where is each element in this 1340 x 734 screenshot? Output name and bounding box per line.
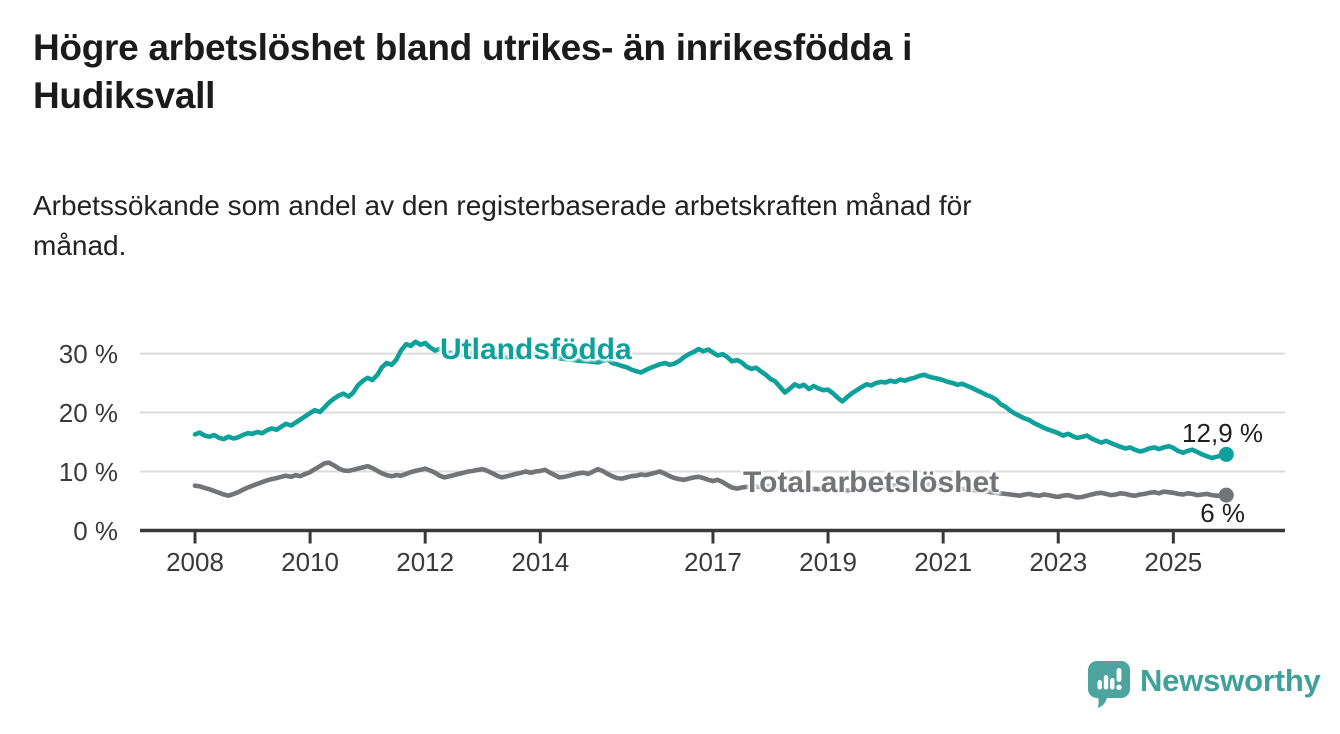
x-tick-label-2010: 2010: [281, 547, 340, 577]
end-value-label-utlandsfodda: 12,9 %: [1182, 418, 1263, 448]
x-tick-label-2025: 2025: [1144, 547, 1203, 577]
newsworthy-speech-bubble-bar-chart-icon: [1088, 661, 1130, 708]
end-value-label-total: 6 %: [1200, 498, 1245, 528]
x-tick-label-2023: 2023: [1029, 547, 1088, 577]
end-dot-utlandsfodda: [1218, 446, 1234, 462]
x-tick-label-2019: 2019: [799, 547, 857, 577]
x-tick-label-2017: 2017: [684, 547, 742, 577]
chart-subtitle-line-2: månad.: [33, 230, 127, 261]
page-title-line-1: Högre arbetslöshet bland utrikes- än inr…: [33, 27, 913, 68]
y-tick-label-0: 0 %: [73, 515, 118, 546]
chart-subtitle: Arbetssökande som andel av den registerb…: [33, 186, 1273, 266]
chart-subtitle-line-1: Arbetssökande som andel av den registerb…: [33, 190, 972, 221]
series-label-total-arbetsloshet: Total arbetslöshet: [743, 466, 1000, 499]
x-tick-label-2021: 2021: [914, 547, 973, 577]
series-line-utlandsfodda: [192, 339, 1229, 461]
end-dot-total: [1218, 487, 1234, 503]
x-tick-label-2014: 2014: [511, 547, 570, 577]
page-title-line-2: Hudiksvall: [33, 75, 216, 116]
y-tick-label-20: 20 %: [58, 397, 118, 428]
newsworthy-logo-text: Newsworthy: [1140, 663, 1321, 698]
y-tick-label-10: 10 %: [58, 456, 118, 487]
x-tick-label-2008: 2008: [166, 547, 224, 577]
series-label-utlandsfodda: Utlandsfödda: [440, 333, 632, 366]
newsworthy-logo: Newsworthy: [1086, 660, 1321, 708]
series-line-total: [192, 460, 1229, 500]
x-tick-label-2012: 2012: [396, 547, 455, 577]
y-tick-label-30: 30 %: [58, 338, 118, 369]
page-title: Högre arbetslöshet bland utrikes- än inr…: [33, 24, 1273, 120]
